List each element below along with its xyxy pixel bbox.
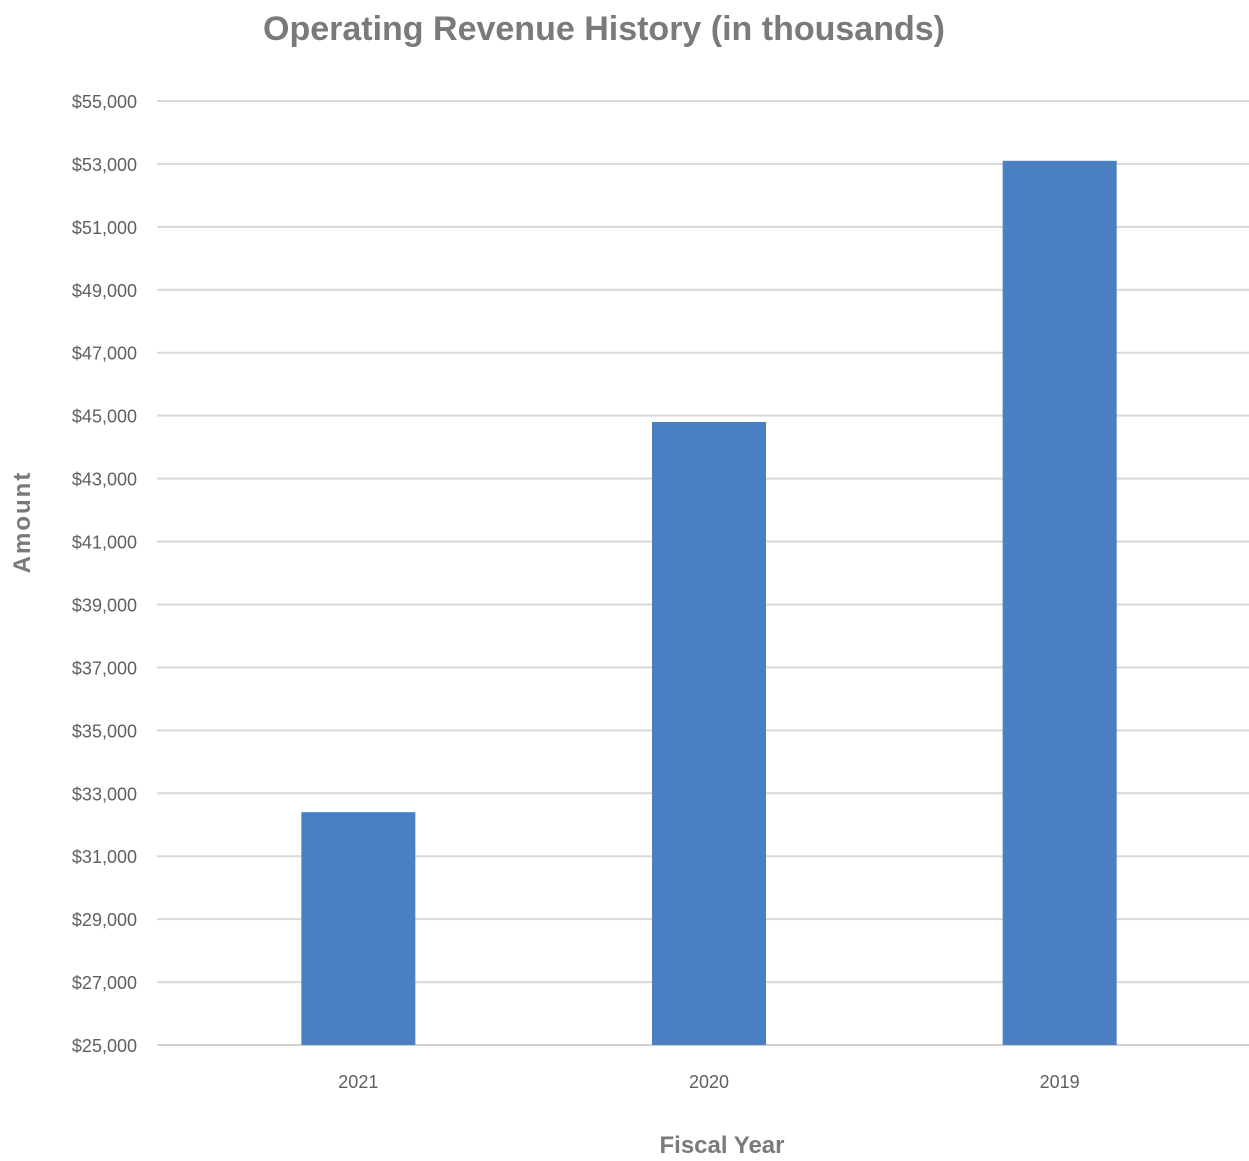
bar-2021 bbox=[301, 812, 416, 1045]
y-tick-label: $49,000 bbox=[72, 281, 137, 301]
y-axis-ticks: $25,000 $27,000 $29,000 $31,000 $33,000 $35,0… bbox=[72, 92, 137, 1056]
x-tick-label: 2019 bbox=[1040, 1072, 1080, 1092]
bar-2020 bbox=[652, 421, 766, 1046]
x-tick-label: 2020 bbox=[689, 1072, 729, 1092]
x-axis-title: Fiscal Year bbox=[660, 1132, 785, 1159]
bars bbox=[301, 160, 1117, 1046]
y-tick-label: $25,000 bbox=[72, 1036, 137, 1056]
y-tick-label: $55,000 bbox=[72, 92, 137, 112]
y-tick-label: $47,000 bbox=[72, 344, 137, 364]
y-axis-title: Amount bbox=[9, 471, 36, 574]
y-tick-label: $37,000 bbox=[72, 658, 137, 678]
y-tick-label: $41,000 bbox=[72, 533, 137, 553]
y-tick-label: $45,000 bbox=[72, 407, 137, 427]
y-tick-label: $33,000 bbox=[72, 784, 137, 804]
x-axis-ticks: 2021 2020 2019 bbox=[338, 1072, 1079, 1092]
y-tick-label: $27,000 bbox=[72, 973, 137, 993]
bar-2019 bbox=[1002, 160, 1117, 1045]
y-tick-label: $35,000 bbox=[72, 721, 137, 741]
y-tick-label: $31,000 bbox=[72, 847, 137, 867]
y-tick-label: $53,000 bbox=[72, 155, 137, 175]
y-tick-label: $43,000 bbox=[72, 470, 137, 490]
x-tick-label: 2021 bbox=[338, 1072, 378, 1092]
y-tick-label: $39,000 bbox=[72, 595, 137, 615]
chart-title: Operating Revenue History (in thousands) bbox=[263, 10, 945, 48]
y-tick-label: $51,000 bbox=[72, 218, 137, 238]
y-tick-label: $29,000 bbox=[72, 910, 137, 930]
